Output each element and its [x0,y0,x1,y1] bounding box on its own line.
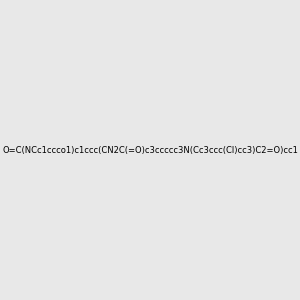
Text: O=C(NCc1ccco1)c1ccc(CN2C(=O)c3ccccc3N(Cc3ccc(Cl)cc3)C2=O)cc1: O=C(NCc1ccco1)c1ccc(CN2C(=O)c3ccccc3N(Cc… [2,146,298,154]
